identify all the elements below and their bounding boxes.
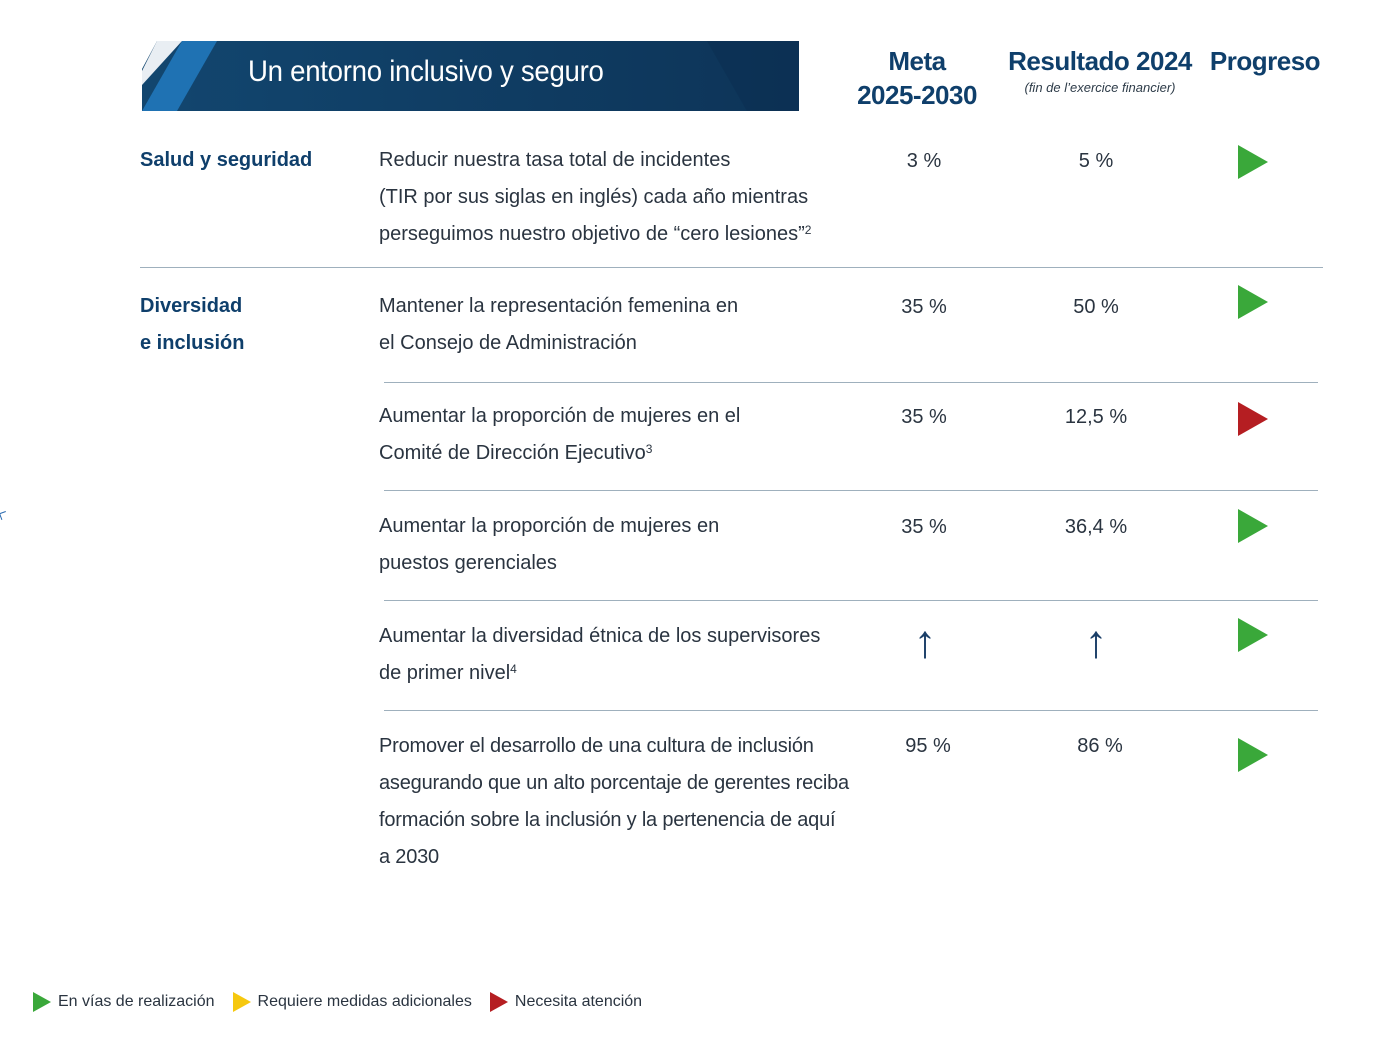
footnote-marker: 4	[510, 662, 517, 676]
category-line: Diversidad	[140, 295, 243, 317]
row-6-line: a 2030	[379, 846, 439, 868]
goal-header-line1: Meta	[888, 46, 946, 76]
green-triangle-icon	[33, 992, 51, 1012]
yellow-triangle-icon	[232, 992, 251, 1012]
row-6-goal: 95 %	[905, 735, 951, 757]
row-2-description: Mantener la representación femenina en e…	[379, 288, 738, 362]
section-divider	[140, 267, 1323, 268]
row-divider	[384, 600, 1318, 601]
row-2-result: 50 %	[1073, 296, 1119, 318]
row-6-description: Promover el desarrollo de una cultura de…	[379, 728, 849, 876]
row-3-line: Comité de Dirección Ejecutivo3	[379, 435, 740, 472]
row-divider	[384, 710, 1318, 711]
result-column-header: Resultado 2024	[1008, 46, 1192, 76]
row-3-goal: 35 %	[901, 406, 947, 428]
row-1-line: perseguimos nuestro objetivo de “cero le…	[379, 216, 811, 253]
progress-column-header: Progreso	[1209, 46, 1321, 76]
row-5-line-text: de primer nivel	[379, 662, 511, 684]
row-6-result: 86 %	[1077, 735, 1123, 757]
row-4-line: Aumentar la proporción de mujeres en	[379, 515, 720, 537]
row-1-result: 5 %	[1078, 150, 1114, 172]
row-6-line: Promover el desarrollo de una cultura de…	[379, 735, 814, 757]
row-3-description: Aumentar la proporción de mujeres en el …	[379, 398, 740, 472]
footnote-marker: 3	[645, 442, 653, 456]
row-5-line: de primer nivel4	[379, 655, 820, 692]
row-4-line: puestos gerenciales	[379, 552, 557, 574]
category-line: e inclusión	[140, 332, 245, 354]
row-1-line: Reducir nuestra tasa total de incidentes	[379, 149, 731, 171]
legend-label: Requiere medidas adicionales	[257, 993, 472, 1010]
legend-item-needs-action: Requiere medidas adicionales	[232, 992, 472, 1012]
row-5-description: Aumentar la diversidad étnica de los sup…	[379, 618, 820, 692]
banner-shape	[142, 41, 799, 111]
up-arrow-icon: ↑	[913, 615, 937, 667]
row-6-line: asegurando que un alto porcentaje de ger…	[379, 772, 849, 794]
edge-mark	[0, 511, 8, 520]
row-1-line-text: perseguimos nuestro objetivo de “cero le…	[379, 223, 805, 245]
row-5-line: Aumentar la diversidad étnica de los sup…	[379, 625, 821, 647]
result-column-note: (fin de l’exercice financier)	[1024, 80, 1176, 95]
status-green-icon	[1238, 509, 1268, 543]
legend-label: Necesita atención	[514, 993, 643, 1010]
row-3-result: 12,5 %	[1064, 406, 1128, 428]
row-divider	[384, 382, 1318, 383]
legend-label: En vías de realización	[58, 993, 215, 1010]
goal-column-header: Meta 2025-2030	[847, 44, 987, 112]
status-red-icon	[1238, 402, 1268, 436]
status-green-icon	[1238, 145, 1268, 179]
goal-header-line2: 2025-2030	[857, 80, 977, 110]
status-green-icon	[1238, 618, 1268, 652]
status-green-icon	[1238, 285, 1268, 319]
row-divider	[384, 490, 1318, 491]
legend: En vías de realización Requiere medidas …	[33, 992, 660, 1012]
category-health-safety: Salud y seguridad	[140, 149, 313, 171]
row-2-line: Mantener la representación femenina en	[379, 295, 739, 317]
row-1-line: (TIR por sus siglas en inglés) cada año …	[379, 186, 809, 208]
row-4-result: 36,4 %	[1064, 516, 1128, 538]
row-3-line-text: Comité de Dirección Ejecutivo	[379, 442, 646, 464]
row-1-description: Reducir nuestra tasa total de incidentes…	[379, 142, 811, 253]
footnote-marker: 2	[804, 223, 812, 237]
up-arrow-icon: ↑	[1084, 615, 1108, 667]
legend-item-needs-attention: Necesita atención	[489, 992, 643, 1012]
row-4-description: Aumentar la proporción de mujeres en pue…	[379, 508, 719, 582]
section-title: Un entorno inclusivo y seguro	[248, 55, 604, 88]
row-3-line: Aumentar la proporción de mujeres en el	[379, 405, 741, 427]
legend-item-on-track: En vías de realización	[33, 992, 215, 1012]
row-2-line: el Consejo de Administración	[379, 332, 637, 354]
status-green-icon	[1238, 738, 1268, 772]
row-1-goal: 3 %	[906, 150, 942, 172]
row-4-goal: 35 %	[901, 516, 947, 538]
category-diversity-inclusion: Diversidad e inclusión	[140, 288, 244, 362]
row-6-line: formación sobre la inclusión y la perten…	[379, 809, 836, 831]
row-2-goal: 35 %	[901, 296, 947, 318]
red-triangle-icon	[489, 992, 508, 1012]
section-banner: Un entorno inclusivo y seguro	[142, 41, 799, 111]
